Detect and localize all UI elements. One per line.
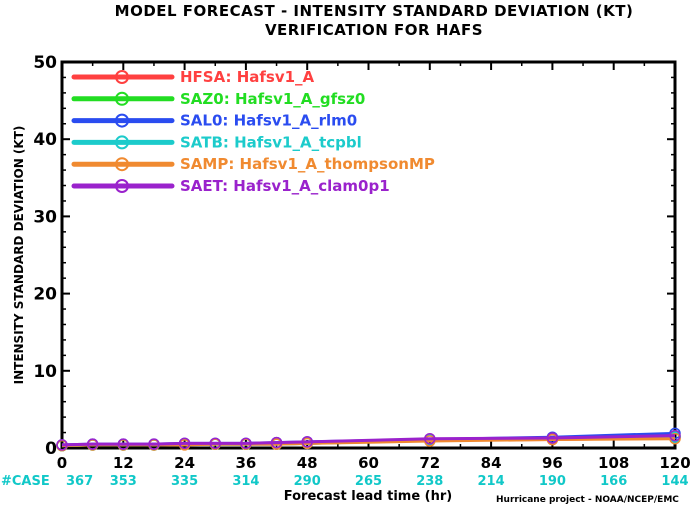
series-5 — [56, 429, 681, 451]
legend-marker — [115, 135, 129, 150]
x-tick-label: 12 — [113, 454, 134, 472]
case-count: 144 — [661, 474, 688, 489]
series-point — [424, 432, 436, 445]
series-point — [148, 438, 160, 450]
series-point — [86, 438, 99, 450]
y-tick-label: 0 — [45, 439, 57, 459]
series-point — [56, 439, 68, 451]
case-count: 314 — [232, 474, 259, 489]
series-point — [240, 437, 252, 450]
y-tick-label: 50 — [33, 53, 57, 73]
y-tick-label: 20 — [33, 285, 57, 305]
series-point — [209, 437, 221, 450]
series-point — [117, 438, 130, 450]
x-tick-label: 120 — [659, 454, 690, 472]
x-tick-label: 24 — [174, 454, 195, 472]
series-point — [301, 436, 313, 448]
series-point — [546, 432, 559, 444]
legend-marker — [115, 179, 129, 193]
legend-marker — [115, 70, 129, 84]
case-count: 166 — [600, 474, 627, 489]
y-tick-label: 40 — [33, 130, 57, 150]
y-axis-label: INTENSITY STANDARD DEVIATION (KT) — [12, 126, 26, 385]
x-tick-label: 60 — [358, 454, 379, 472]
case-counts: #CASE 367 353 335 314 290 265 238 214 190 166 144 — [1, 474, 689, 489]
case-count-label: #CASE — [1, 474, 50, 489]
legend-entry: SAET: Hafsv1_A_clam0p1 — [180, 177, 390, 195]
case-count: 265 — [355, 474, 382, 489]
legend-entry: SATB: Hafsv1_A_tcpbl — [180, 133, 362, 151]
x-tick-label: 48 — [297, 454, 318, 472]
case-count: 190 — [539, 474, 566, 489]
case-count: 238 — [416, 474, 443, 489]
legend-entry: SAL0: Hafsv1_A_rlm0 — [180, 112, 357, 130]
series-point — [178, 437, 191, 450]
x-tick-label: 72 — [419, 454, 440, 472]
case-count: 290 — [294, 474, 321, 489]
case-count: 353 — [110, 474, 137, 489]
series-point — [669, 429, 681, 442]
case-count: 367 — [66, 474, 93, 489]
y-tick-label: 10 — [33, 362, 57, 382]
x-axis-label: Forecast lead time (hr) — [284, 489, 452, 504]
legend-marker — [115, 91, 129, 106]
legend-entry: HFSA: Hafsv1_A — [180, 68, 315, 86]
series-point — [669, 432, 681, 445]
case-count: 214 — [478, 474, 505, 489]
x-tick-label: 96 — [542, 454, 563, 472]
y-tick-label: 30 — [33, 207, 57, 227]
x-tick-label: 36 — [235, 454, 256, 472]
x-tick-label: 108 — [598, 454, 629, 472]
x-tick-label: 0 — [57, 454, 67, 472]
chart-subtitle: VERIFICATION FOR HAFS — [265, 21, 483, 39]
case-count: 335 — [171, 474, 198, 489]
credit-text: Hurricane project - NOAA/NCEP/EMC — [496, 495, 679, 505]
legend-marker — [115, 113, 129, 128]
legend-entry: SAMP: Hafsv1_A_thompsonMP — [180, 155, 435, 173]
series-lines — [56, 427, 681, 452]
chart-title: MODEL FORECAST - INTENSITY STANDARD DEVI… — [115, 2, 634, 20]
legend-marker — [115, 157, 129, 172]
legend-entry: SAZ0: Hafsv1_A_gfsz0 — [180, 90, 365, 108]
legend: HFSA: Hafsv1_A SAZ0: Hafsv1_A_gfsz0 SAL0: … — [71, 68, 435, 195]
series-point — [270, 436, 283, 449]
axes: 0 12 24 36 48 60 72 84 96 108 120 0 10 20 30 40 50 — [33, 53, 690, 472]
x-tick-label: 84 — [481, 454, 502, 472]
